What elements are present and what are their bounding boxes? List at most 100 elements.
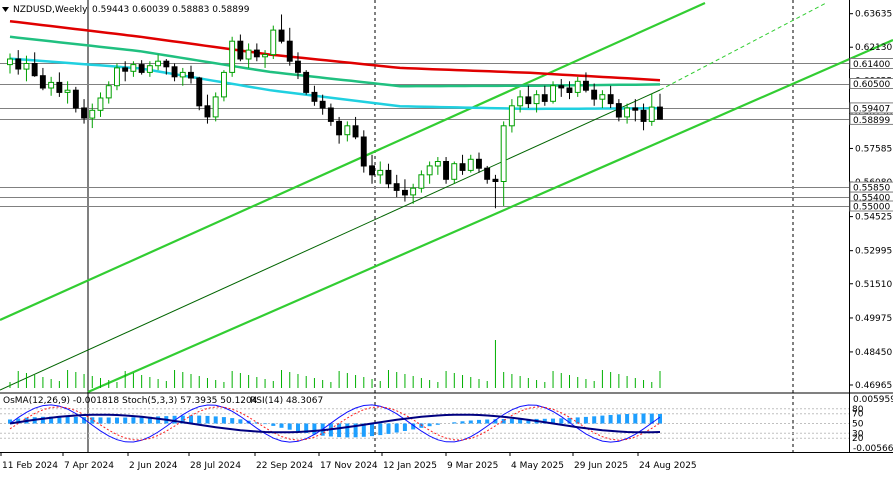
- x-tick-label: 11 Feb 2024: [2, 461, 58, 471]
- candle-body: [591, 89, 598, 100]
- osma-histogram-bar: [221, 417, 226, 424]
- osma-histogram-bar: [337, 423, 342, 438]
- osma-histogram-bar: [386, 423, 391, 434]
- indicator-pane: [0, 404, 849, 443]
- osma-histogram-bar: [402, 423, 407, 431]
- candle-body: [237, 40, 244, 60]
- osma-histogram-bar: [238, 419, 243, 424]
- candle-body: [48, 81, 55, 89]
- candle-body: [72, 89, 79, 109]
- osma-histogram-bar: [394, 423, 399, 433]
- stoch-rsi-tick-label: 50: [852, 420, 864, 430]
- candle-body: [114, 67, 120, 87]
- osma-histogram-bar: [608, 415, 613, 424]
- moving-average-line: [9, 57, 661, 111]
- candle-body: [89, 109, 96, 119]
- candle-body: [56, 81, 63, 93]
- osma-histogram-bar: [452, 422, 457, 424]
- osma-histogram-bar: [518, 418, 523, 424]
- x-tick-label: 2 Jun 2024: [129, 461, 178, 471]
- candle-body: [39, 75, 46, 89]
- x-tick-label: 24 Aug 2025: [639, 461, 697, 471]
- price-level-label: 0.55400: [853, 194, 890, 204]
- price-level-label: 0.61400: [853, 60, 890, 70]
- candle-body: [81, 107, 87, 119]
- candle-body: [574, 80, 581, 93]
- candle-body: [303, 71, 310, 93]
- candle-body: [130, 64, 137, 72]
- stoch-rsi-tick-label: 80: [852, 405, 864, 415]
- osma-histogram-bar: [345, 423, 350, 438]
- osma-histogram-bar: [115, 417, 119, 424]
- candle-body: [122, 67, 129, 72]
- osma-histogram-bar: [559, 418, 564, 424]
- candle-body: [286, 40, 293, 62]
- channel-line: [0, 1, 706, 322]
- x-tick-label: 22 Sep 2024: [256, 461, 313, 471]
- candle-body: [657, 106, 663, 120]
- candle-body: [270, 29, 277, 56]
- candle-body: [344, 125, 351, 136]
- candle-body: [467, 158, 474, 171]
- time-axis: 11 Feb 2024 7 Apr 2024 2 Jun 2024 28 Jul 20…: [0, 452, 697, 471]
- price-level-label: 0.58899: [853, 116, 890, 126]
- stoch-label: Stoch(5,3,3) 57.3935 50.1204: [122, 396, 258, 406]
- osma-histogram-bar: [633, 413, 638, 424]
- osma-histogram-bar: [263, 423, 268, 425]
- osma-histogram-bar: [625, 414, 630, 424]
- y-tick-label: 0.51510: [855, 280, 892, 290]
- osma-label: OsMA(12,26,9) -0.001818: [3, 396, 119, 406]
- candle-body: [385, 169, 392, 185]
- candle-body: [336, 120, 343, 136]
- candle-body: [352, 125, 359, 138]
- osma-histogram-bar: [180, 415, 185, 424]
- x-tick-label: 17 Nov 2024: [320, 461, 378, 471]
- price-level-box: [849, 113, 893, 125]
- candle-body: [155, 60, 162, 67]
- candle-body: [31, 63, 38, 77]
- candle-body: [171, 66, 178, 78]
- osma-histogram-bar: [658, 413, 662, 424]
- osma-tick-label: -0.00566: [853, 444, 893, 454]
- candle-body: [410, 187, 417, 196]
- candle-body: [196, 77, 203, 107]
- osma-histogram-bar: [205, 415, 210, 424]
- candle-body: [402, 189, 408, 196]
- osma-histogram-bar: [98, 417, 103, 424]
- candle-body: [15, 58, 22, 70]
- candle-body: [640, 109, 647, 122]
- channel-line: [659, 2, 827, 91]
- candle-body: [327, 107, 334, 122]
- osma-histogram-bar: [370, 423, 374, 437]
- osma-histogram-bar: [427, 423, 432, 427]
- rsi-label: RSI(14) 48.3067: [250, 396, 323, 406]
- price-level-label: 0.55000: [853, 203, 890, 213]
- candle-body: [64, 89, 71, 93]
- y-tick-label: 0.49975: [855, 314, 892, 324]
- stoch-rsi-tick-label: 70: [852, 410, 864, 420]
- osma-histogram-bar: [49, 416, 54, 424]
- candlesticks: [7, 14, 663, 209]
- x-tick-label: 28 Jul 2024: [190, 461, 241, 471]
- candle-body: [451, 163, 458, 180]
- candle-body: [517, 96, 524, 107]
- osma-histogram-bar: [189, 415, 193, 424]
- osma-histogram-bar: [139, 417, 144, 424]
- y-tick-label: 0.48450: [855, 348, 892, 358]
- osma-histogram-bar: [147, 416, 152, 424]
- collapse-arrow-icon[interactable]: [2, 7, 9, 12]
- osma-histogram-bar: [131, 417, 136, 424]
- osma-histogram-bar: [197, 415, 202, 424]
- candle-body: [212, 96, 219, 118]
- x-tick-label: 7 Apr 2024: [64, 461, 114, 471]
- candle-body: [476, 158, 482, 169]
- candle-body: [7, 58, 13, 66]
- osma-histogram-bar: [378, 423, 383, 436]
- candle-body: [295, 60, 301, 73]
- osma-histogram-bar: [641, 413, 646, 424]
- candle-body: [434, 161, 441, 167]
- osma-histogram-bar: [82, 417, 87, 424]
- candle-body: [624, 107, 630, 118]
- y-tick-label: 0.63635: [855, 10, 892, 20]
